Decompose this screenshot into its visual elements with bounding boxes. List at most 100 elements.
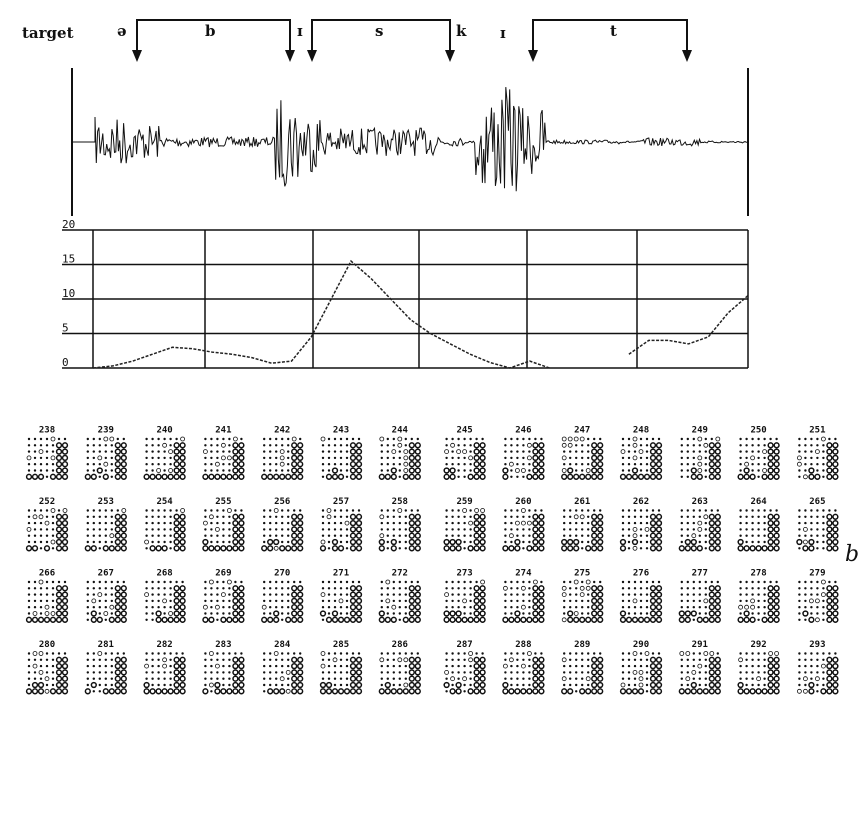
dot [763, 684, 765, 686]
dot [52, 684, 54, 686]
dot [515, 546, 520, 551]
dot [111, 659, 113, 661]
dot [457, 457, 459, 459]
dot [516, 587, 518, 589]
dot [39, 617, 44, 622]
dot [415, 533, 420, 538]
dot [593, 438, 595, 440]
dot [469, 665, 471, 667]
dot [28, 600, 30, 602]
dot [399, 541, 401, 543]
dot [715, 599, 720, 604]
dot [221, 456, 225, 460]
target-label: target [22, 24, 74, 42]
dot [804, 509, 806, 511]
dot [822, 652, 824, 654]
dot [322, 671, 324, 673]
dot [33, 689, 38, 694]
dot [569, 457, 571, 459]
dot [115, 456, 120, 461]
dot [521, 689, 526, 694]
dot [810, 652, 812, 654]
dot [687, 606, 689, 608]
dot [515, 540, 520, 545]
dot [693, 659, 695, 661]
dot [685, 689, 690, 694]
dot [399, 612, 401, 614]
dot [816, 547, 818, 549]
dot [640, 606, 642, 608]
dot [34, 671, 36, 673]
dot [540, 438, 542, 440]
dot [210, 587, 212, 589]
dot [34, 606, 36, 608]
dot [516, 450, 518, 452]
dot [469, 541, 471, 543]
dot [575, 522, 577, 524]
dot [399, 450, 401, 452]
dot [739, 658, 743, 662]
dot [563, 606, 565, 608]
dot [480, 617, 485, 622]
dot [581, 659, 583, 661]
dot [145, 457, 147, 459]
dot [768, 546, 773, 551]
dot [210, 469, 212, 471]
dot [180, 599, 185, 604]
dot [215, 462, 219, 466]
dot [622, 528, 624, 530]
dot [274, 652, 278, 656]
dot [233, 592, 238, 597]
dot [334, 587, 336, 589]
dot [93, 438, 95, 440]
dot [709, 521, 714, 526]
dot [145, 444, 147, 446]
dot [180, 474, 185, 479]
dot [121, 670, 126, 675]
dot [215, 689, 220, 694]
dot [463, 652, 465, 654]
dot [263, 463, 265, 465]
dot [163, 658, 167, 662]
dot [340, 535, 342, 537]
dot [275, 600, 277, 602]
dot [409, 540, 414, 545]
dot [803, 546, 808, 551]
pattern-number: 253 [98, 497, 114, 507]
dot [756, 689, 761, 694]
dot [569, 678, 571, 680]
dot [444, 683, 449, 688]
dot [705, 678, 707, 680]
dot [738, 540, 743, 545]
dot [222, 665, 224, 667]
dot [822, 522, 824, 524]
dot [381, 665, 383, 667]
dot [63, 462, 68, 467]
dot [415, 586, 420, 591]
dot [539, 456, 544, 461]
dot [91, 546, 96, 551]
dot [57, 474, 62, 479]
dot [121, 540, 126, 545]
dot [738, 683, 743, 688]
dot [292, 514, 297, 519]
dot [346, 659, 348, 661]
dot [281, 581, 283, 583]
dot [534, 438, 536, 440]
dot [52, 463, 54, 465]
dot [798, 587, 800, 589]
dot [768, 683, 773, 688]
dot [298, 689, 303, 694]
dot [99, 463, 101, 465]
dot [833, 611, 838, 616]
dot [281, 612, 283, 614]
dot [640, 541, 642, 543]
dot [46, 469, 48, 471]
dot [822, 600, 824, 602]
dot [157, 444, 159, 446]
dot [57, 664, 62, 669]
dot [379, 546, 384, 551]
dot [709, 533, 714, 538]
dot [827, 664, 832, 669]
